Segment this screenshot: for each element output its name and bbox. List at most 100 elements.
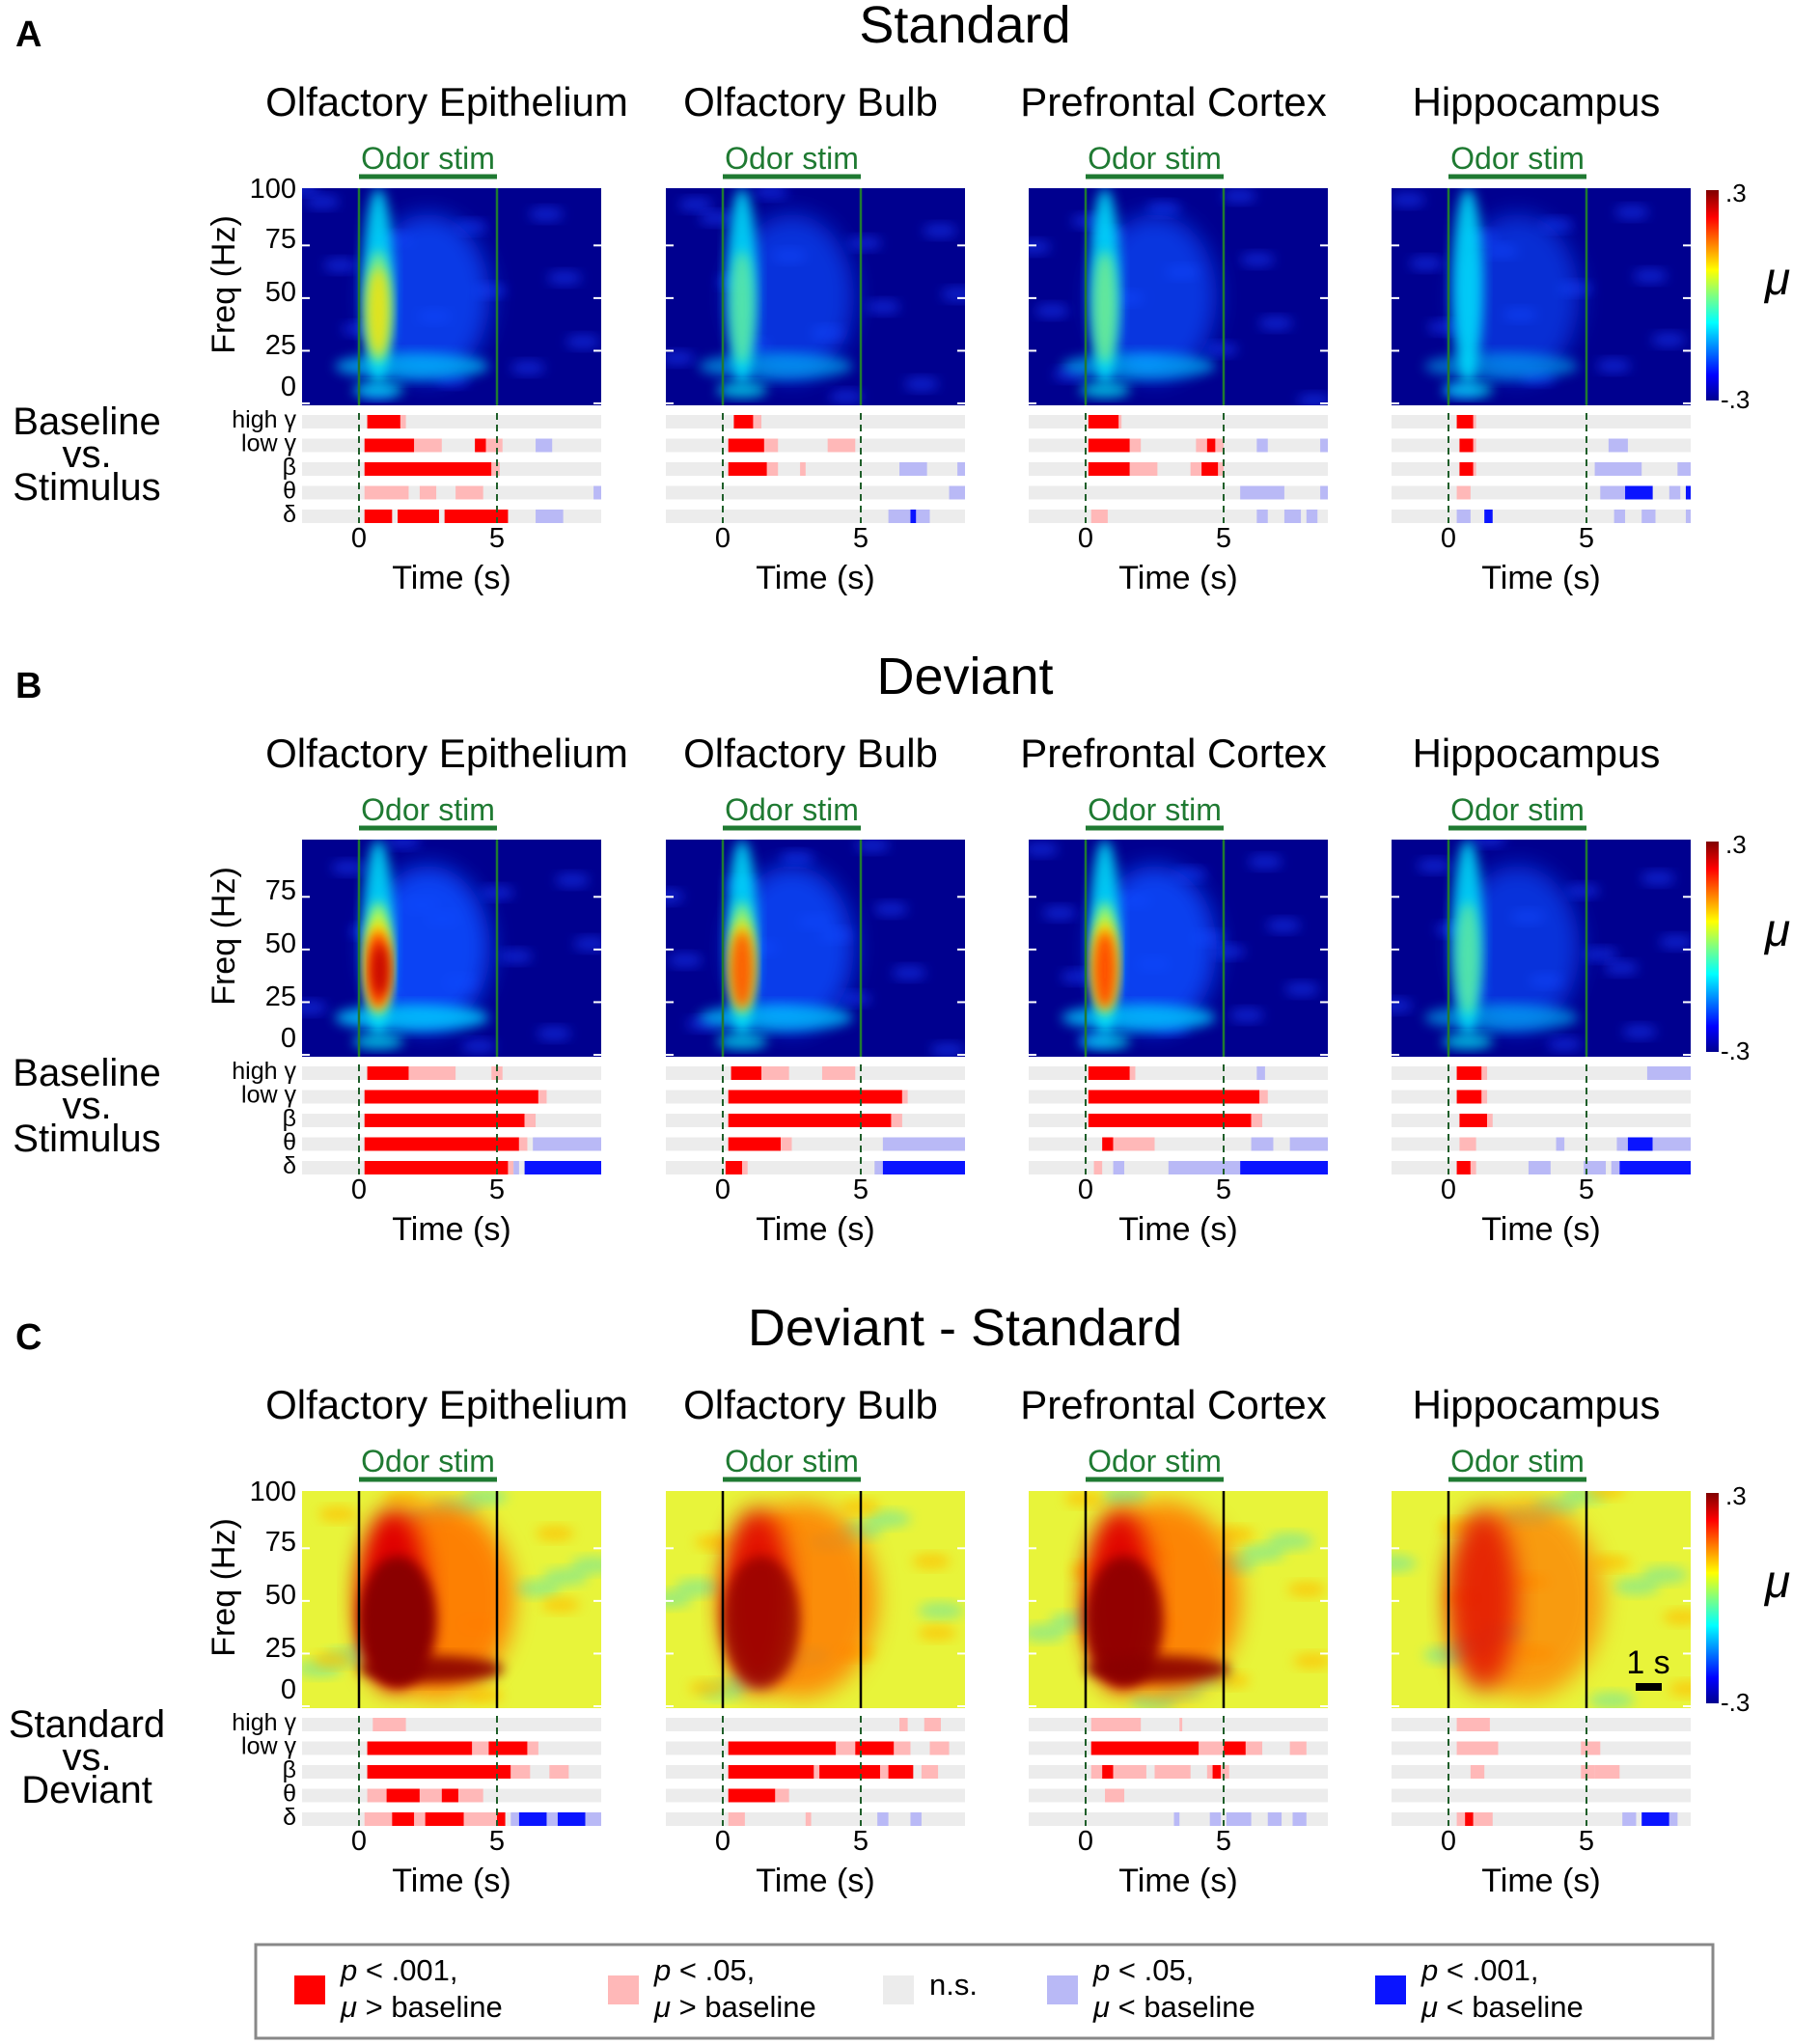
region-prefrontal-cortex: Prefrontal Cortex Odor stim 0 5 Time (s) — [1020, 1382, 1328, 1899]
heat-blob — [855, 840, 890, 852]
band-significance-segment — [949, 485, 965, 500]
band-significance-segment — [1090, 1718, 1142, 1731]
heat-blob — [1080, 1034, 1130, 1050]
band-row-background — [1392, 1765, 1691, 1779]
heat-blob — [383, 1491, 422, 1505]
heat-blob — [1592, 1555, 1631, 1570]
band-significance-segment — [1090, 510, 1108, 523]
heat-blob — [780, 851, 814, 865]
band-significance-segment — [921, 1765, 939, 1779]
freq-tick-label: 0 — [281, 372, 296, 402]
band-significance-segment — [1224, 1741, 1246, 1755]
band-label: θ — [283, 1781, 296, 1808]
heat-blob — [1604, 961, 1639, 975]
band-significance-segment — [910, 510, 917, 523]
heat-blob — [1092, 866, 1217, 1031]
heat-blob — [1061, 970, 1095, 983]
band-significance-segment — [880, 1765, 889, 1779]
heat-blob — [541, 1597, 580, 1613]
time-tick-5: 5 — [1579, 1826, 1594, 1857]
band-significance-segment — [899, 462, 927, 476]
band-significance-segment — [910, 1812, 922, 1826]
heat-blob — [1547, 1037, 1582, 1051]
band-significance-segment — [536, 510, 564, 523]
band-label: low γ — [241, 1082, 296, 1109]
band-significance-segment — [1470, 1161, 1476, 1174]
heat-blob — [1659, 935, 1691, 949]
band-significance-segment — [1206, 438, 1216, 453]
band-row-background — [1392, 1066, 1691, 1080]
heat-blob — [1641, 1566, 1688, 1584]
band-significance-segment — [1608, 438, 1628, 453]
band-label: β — [283, 1105, 296, 1132]
heat-blob — [675, 1579, 721, 1596]
heat-blob — [1049, 1613, 1095, 1630]
heat-blob — [1203, 343, 1238, 356]
time-tick-0: 0 — [1078, 1826, 1093, 1857]
legend-item: p < .001,μ > baseline — [294, 1953, 503, 2024]
heat-blob — [1029, 842, 1059, 856]
colorbar-min-label: -.3 — [1721, 385, 1750, 414]
colorbar-mu-label: μ — [1763, 254, 1790, 305]
time-tick-5: 5 — [1579, 1174, 1594, 1205]
time-axis-label: Time (s) — [1481, 1863, 1600, 1899]
band-significance-segment — [1113, 1161, 1125, 1174]
row-label-line: vs. — [62, 1736, 111, 1779]
band-significance-segment — [1320, 485, 1328, 500]
legend-swatch — [1047, 1975, 1078, 2004]
band-label: δ — [283, 501, 296, 528]
odor-stim-label: Odor stim — [1088, 792, 1222, 827]
heat-blob — [1211, 1672, 1250, 1688]
legend-item: p < .05,μ > baseline — [608, 1953, 816, 2024]
legend-line-2: μ > baseline — [653, 1990, 816, 2024]
band-significance-segment — [1677, 462, 1691, 476]
band-significance-segment — [1129, 1066, 1136, 1080]
band-significance-segment — [1528, 1161, 1551, 1174]
row-label-line: Baseline — [13, 401, 160, 443]
band-significance-segment — [488, 1741, 528, 1755]
freq-tick-label: 75 — [265, 224, 296, 255]
heat-blob — [359, 1556, 436, 1687]
band-significance-segment — [877, 1812, 889, 1826]
legend-text-part: μ — [653, 1990, 671, 2024]
legend-text-part: < .05, — [671, 1953, 755, 1987]
band-row-background — [1392, 1741, 1691, 1755]
legend-swatch — [608, 1975, 639, 2004]
band-significance-segment — [372, 1718, 406, 1731]
heat-blob — [367, 268, 390, 356]
band-significance-segment — [1256, 1066, 1265, 1080]
heat-blob — [570, 1557, 601, 1574]
time-tick-0: 0 — [351, 523, 367, 554]
heat-blob — [1452, 188, 1483, 384]
heat-blob — [1293, 1653, 1328, 1669]
colorbar-min-label: -.3 — [1721, 1688, 1750, 1717]
time-axis-label: Time (s) — [1118, 560, 1237, 596]
band-significance-segment — [899, 1718, 908, 1731]
region-olfactory-bulb: Olfactory Bulb Odor stim 0 5 Time (s) — [666, 79, 965, 596]
band-significance-segment — [753, 415, 762, 428]
band-significance-segment — [775, 1788, 789, 1803]
band-significance-segment — [1289, 1137, 1328, 1151]
band-label: β — [283, 1756, 296, 1783]
panel-letter: B — [15, 666, 41, 706]
time-tick-0: 0 — [715, 523, 731, 554]
region-title: Prefrontal Cortex — [1020, 1382, 1326, 1427]
band-significance-segment — [1613, 510, 1626, 523]
heatmap-layer — [1392, 188, 1686, 399]
band-label: δ — [283, 1804, 296, 1831]
band-row-background — [302, 438, 601, 453]
time-axis-label: Time (s) — [756, 1211, 874, 1248]
freq-tick-label: 100 — [250, 1477, 296, 1507]
region-title: Olfactory Epithelium — [265, 731, 628, 776]
section-title: Deviant — [876, 648, 1053, 705]
band-significance-segment — [728, 1788, 776, 1803]
row-label-line: vs. — [62, 433, 111, 476]
colorbar — [1706, 842, 1719, 1052]
heat-blob — [366, 214, 490, 379]
band-row-background — [1392, 415, 1691, 428]
legend-swatch — [1375, 1975, 1406, 2004]
colorbar-max-label: .3 — [1725, 179, 1747, 207]
band-significance-segment — [725, 1161, 743, 1174]
